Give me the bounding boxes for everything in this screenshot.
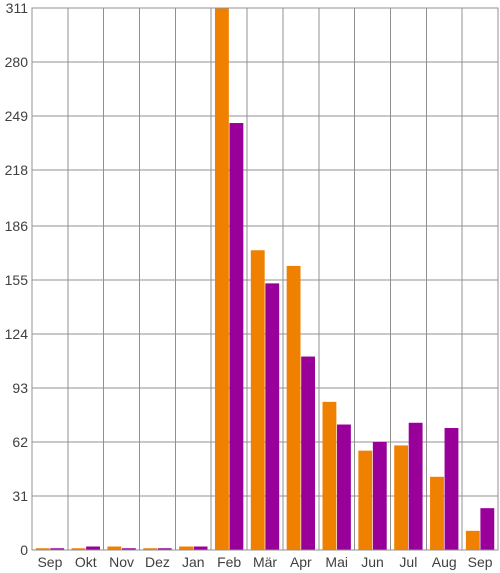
bar-series-b bbox=[86, 547, 100, 550]
y-tick-label: 93 bbox=[12, 380, 28, 396]
y-tick-label: 186 bbox=[5, 218, 29, 234]
bar-series-b bbox=[445, 428, 459, 550]
y-tick-label: 311 bbox=[6, 0, 29, 16]
bar-series-a bbox=[107, 547, 121, 550]
bar-series-a bbox=[466, 531, 480, 550]
bar-series-b bbox=[373, 442, 387, 550]
x-tick-label: Jun bbox=[361, 554, 384, 570]
x-tick-label: Feb bbox=[217, 554, 241, 570]
x-tick-label: Okt bbox=[75, 554, 97, 570]
bar-series-a bbox=[251, 250, 265, 550]
y-tick-label: 62 bbox=[12, 434, 28, 450]
bar-series-a bbox=[358, 451, 372, 550]
bar-series-b bbox=[265, 283, 279, 550]
bar-series-b bbox=[337, 425, 351, 550]
y-tick-label: 249 bbox=[5, 108, 29, 124]
y-tick-label: 31 bbox=[12, 488, 28, 504]
y-tick-label: 0 bbox=[20, 542, 28, 558]
x-tick-label: Sep bbox=[468, 554, 493, 570]
y-tick-label: 124 bbox=[5, 326, 29, 342]
bar-series-b bbox=[480, 508, 494, 550]
y-tick-label: 155 bbox=[5, 272, 29, 288]
x-tick-label: Mai bbox=[325, 554, 348, 570]
y-tick-label: 280 bbox=[5, 54, 29, 70]
x-tick-label: Apr bbox=[290, 554, 312, 570]
x-tick-label: Aug bbox=[432, 554, 457, 570]
bar-series-a bbox=[287, 266, 301, 550]
plot-area bbox=[32, 8, 498, 550]
bar-series-a bbox=[179, 547, 193, 550]
bar-series-b bbox=[229, 123, 243, 550]
x-tick-label: Jul bbox=[399, 554, 417, 570]
x-tick-label: Dez bbox=[145, 554, 170, 570]
x-tick-label: Mär bbox=[253, 554, 277, 570]
bar-series-b bbox=[409, 423, 423, 550]
bar-chart: 0 31 62 93 124 155 186 218 249 280 311 Sep Okt Nov Dez… bbox=[0, 0, 500, 573]
bar-series-a bbox=[394, 445, 408, 550]
bar-series-b bbox=[194, 547, 208, 550]
bar-series-a bbox=[430, 477, 444, 550]
x-tick-label: Nov bbox=[109, 554, 134, 570]
bar-series-b bbox=[301, 357, 315, 550]
bar-series-a bbox=[323, 402, 337, 550]
x-tick-label: Jan bbox=[182, 554, 205, 570]
bar-series-a bbox=[215, 8, 229, 550]
x-tick-label: Sep bbox=[37, 554, 62, 570]
y-tick-label: 218 bbox=[5, 162, 29, 178]
